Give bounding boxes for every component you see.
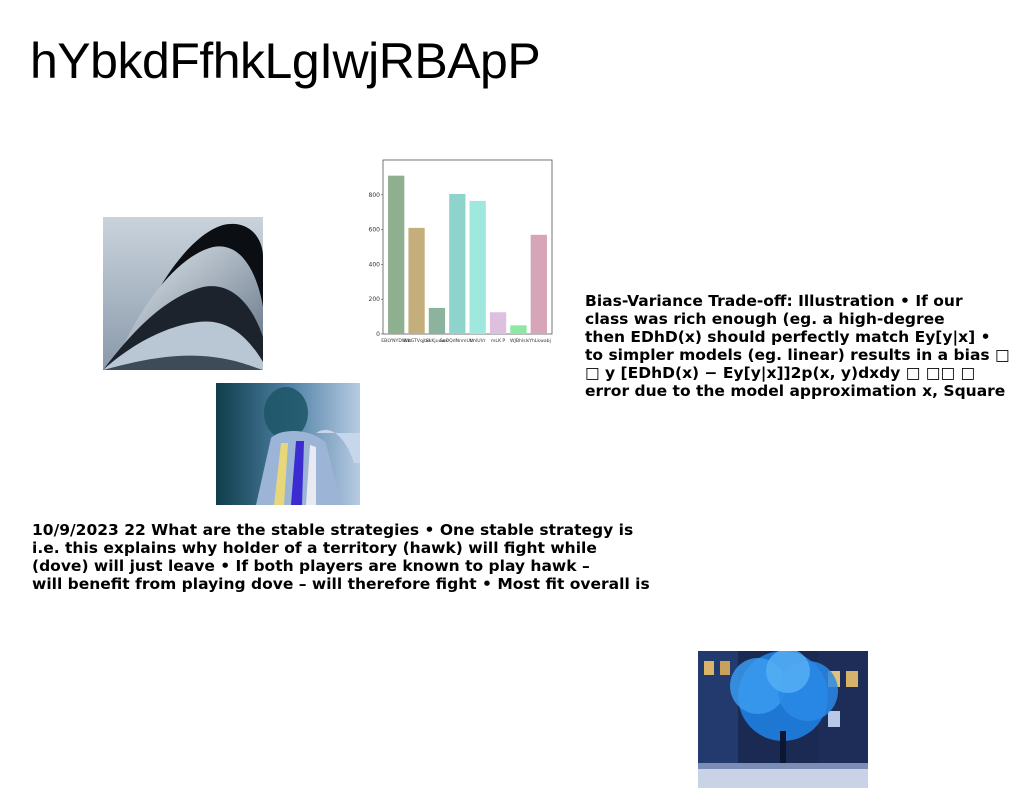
x-tick-label: WbGTVqjbd — [403, 338, 430, 344]
bar-7 — [530, 234, 547, 334]
bar-5 — [489, 312, 507, 334]
bar-2 — [428, 307, 446, 334]
x-tick-label: sYhLkwabj — [527, 338, 551, 344]
bar-4 — [469, 200, 486, 334]
x-tick-label: SkKjuuwx — [426, 338, 448, 344]
bias-variance-text: Bias-Variance Trade-off: Illustration • … — [585, 292, 1010, 400]
x-tick-label: tmlUVr — [470, 338, 486, 344]
x-tick-label: WJBhlsl — [510, 338, 527, 344]
y-tick-label: 800 — [369, 192, 381, 199]
figure-portrait-image — [216, 383, 360, 505]
y-tick-label: 600 — [369, 227, 381, 234]
y-tick-label: 400 — [369, 261, 381, 268]
abstract-waves-image — [103, 217, 263, 370]
y-tick-label: 200 — [369, 296, 381, 303]
x-tick-label: EBLYNYDWnt — [381, 338, 411, 344]
bar-3 — [449, 193, 466, 334]
chart-frame — [382, 159, 553, 335]
x-tick-label: mLK P — [491, 338, 506, 344]
stable-strategies-text: 10/9/2023 22 What are the stable strateg… — [32, 521, 650, 593]
x-tick-label: SoOQdNnmUVr — [440, 338, 475, 344]
bar-6 — [510, 325, 527, 334]
bar-chart: 0 200 400 600 800 EBLYNYDWnt WbGTVqjbd SkKjuuwx… — [366, 152, 556, 350]
blue-tree-image — [698, 651, 868, 788]
y-tick-label: 0 — [376, 331, 380, 338]
bar-1 — [408, 227, 425, 334]
bar-0 — [388, 175, 405, 334]
page-title: hYbkdFfhkLgIwjRBApP — [30, 33, 541, 89]
